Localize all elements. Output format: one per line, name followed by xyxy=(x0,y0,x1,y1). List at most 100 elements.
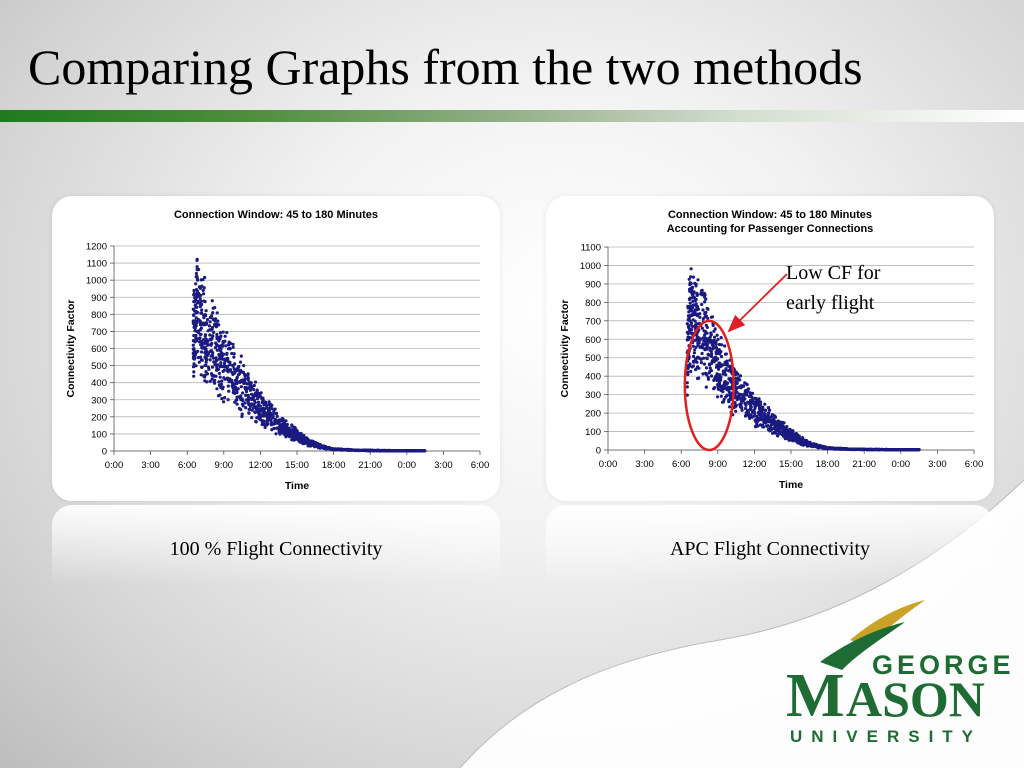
data-point xyxy=(691,299,695,303)
data-point xyxy=(212,330,216,334)
data-point xyxy=(300,435,304,439)
data-point xyxy=(799,437,803,441)
chart-title: Connection Window: 45 to 180 Minutes xyxy=(668,209,872,221)
data-point xyxy=(700,351,704,356)
data-point xyxy=(213,346,217,350)
data-point xyxy=(199,373,203,377)
data-point xyxy=(763,402,767,406)
data-point xyxy=(697,366,701,370)
data-point xyxy=(195,305,199,309)
data-point xyxy=(215,332,219,337)
data-point xyxy=(734,382,738,386)
data-point xyxy=(205,350,209,354)
data-point xyxy=(205,338,209,342)
x-tick-label: 0:00 xyxy=(105,460,124,471)
data-point xyxy=(237,364,241,369)
data-point xyxy=(687,317,691,321)
data-point xyxy=(234,388,238,392)
data-point xyxy=(234,398,238,402)
data-point xyxy=(274,432,278,436)
data-point xyxy=(704,371,708,375)
data-point xyxy=(700,288,704,292)
data-point xyxy=(201,346,205,350)
chart-panel-right: Connection Window: 45 to 180 Minutes Acco… xyxy=(546,196,994,501)
x-tick-label: 21:00 xyxy=(852,459,876,470)
data-point xyxy=(693,281,697,285)
y-tick-label: 1000 xyxy=(580,261,601,272)
data-point xyxy=(700,326,704,330)
data-point xyxy=(707,371,711,375)
data-point xyxy=(727,398,731,402)
data-point xyxy=(271,416,275,420)
data-point xyxy=(818,445,822,449)
data-point xyxy=(216,394,221,398)
data-point xyxy=(211,311,215,315)
data-point xyxy=(195,301,199,305)
data-point xyxy=(705,347,709,351)
data-point xyxy=(215,311,219,315)
data-point xyxy=(195,257,199,261)
data-point xyxy=(217,380,221,384)
data-point xyxy=(210,299,214,303)
data-point xyxy=(260,414,264,418)
y-axis-label: Connectivity Factor xyxy=(65,299,77,397)
data-point xyxy=(726,381,730,385)
y-axis-label: Connectivity Factor xyxy=(559,299,571,397)
data-point xyxy=(232,352,236,356)
data-point xyxy=(219,361,223,365)
data-point xyxy=(870,447,874,452)
data-point xyxy=(735,390,739,394)
data-point xyxy=(204,357,208,361)
data-point xyxy=(689,267,693,271)
data-point xyxy=(725,393,729,398)
data-point xyxy=(214,358,218,362)
data-point xyxy=(220,365,224,369)
data-point xyxy=(200,284,204,288)
data-point xyxy=(241,391,245,395)
data-point xyxy=(201,323,205,327)
data-point xyxy=(209,349,214,353)
data-point xyxy=(239,379,243,383)
data-point xyxy=(346,448,350,452)
data-point xyxy=(243,385,247,390)
y-tick-label: 300 xyxy=(585,390,601,401)
data-point xyxy=(788,429,792,433)
data-point xyxy=(194,311,198,315)
data-point xyxy=(205,354,209,358)
data-point xyxy=(715,333,719,337)
data-point xyxy=(192,362,196,366)
data-point xyxy=(267,408,271,413)
data-point xyxy=(721,390,725,394)
data-point xyxy=(401,449,405,453)
data-point xyxy=(228,378,232,382)
data-point xyxy=(716,337,720,341)
data-point xyxy=(215,337,219,341)
data-point xyxy=(195,268,199,272)
data-point xyxy=(753,401,757,405)
data-point xyxy=(696,355,700,359)
y-tick-label: 1100 xyxy=(581,243,601,254)
data-point xyxy=(314,443,318,447)
data-point xyxy=(702,356,706,360)
data-point xyxy=(733,401,737,405)
data-point xyxy=(720,364,724,368)
y-tick-label: 800 xyxy=(91,310,107,321)
data-point xyxy=(270,407,274,411)
data-point xyxy=(216,363,220,367)
data-point xyxy=(691,359,695,363)
data-point xyxy=(214,374,218,378)
data-point xyxy=(706,352,710,356)
data-point xyxy=(296,433,300,437)
data-point xyxy=(309,440,313,444)
data-point xyxy=(208,320,212,324)
data-point xyxy=(192,374,196,378)
data-point xyxy=(252,388,256,392)
data-point xyxy=(750,391,755,395)
data-point xyxy=(715,372,719,376)
data-point xyxy=(200,308,204,312)
data-point xyxy=(717,367,721,371)
data-point xyxy=(257,416,261,420)
data-point xyxy=(322,445,326,449)
data-point xyxy=(248,388,252,392)
data-point xyxy=(232,367,236,371)
